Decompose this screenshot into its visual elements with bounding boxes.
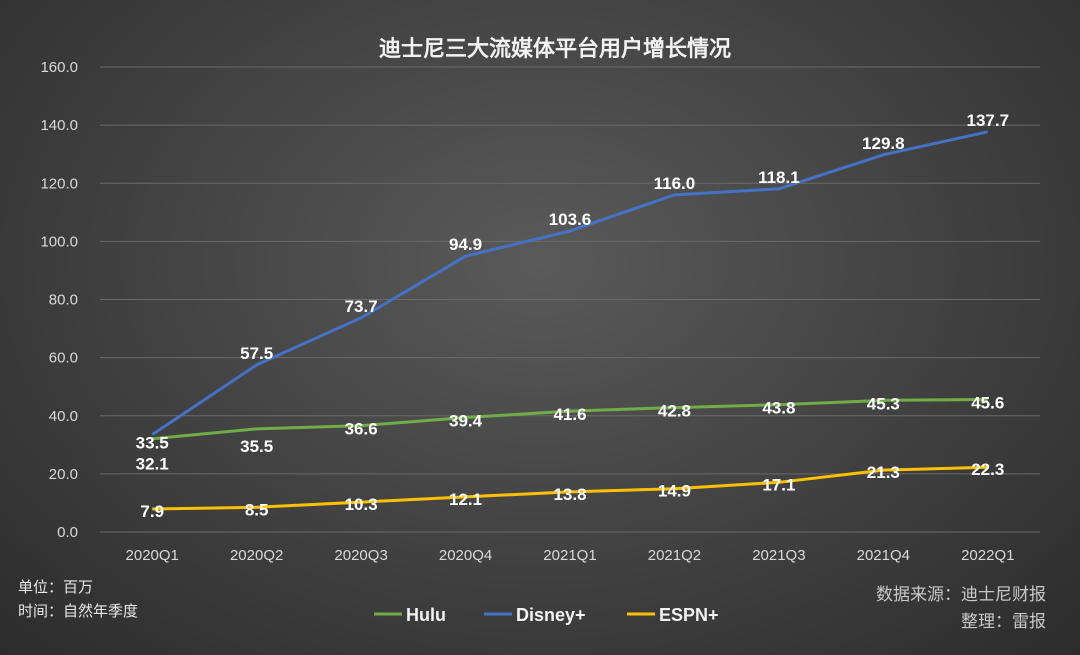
- data-label: 129.8: [862, 134, 905, 153]
- data-labels: 32.1 35.5 36.6 39.4 41.6 42.8 43.8 45.3 45.6 33.5…: [136, 111, 1009, 521]
- data-label: 17.1: [762, 475, 795, 494]
- legend-label: Disney+: [516, 605, 586, 625]
- y-tick-label: 40.0: [49, 408, 78, 425]
- x-tick-label: 2022Q1: [961, 547, 1014, 564]
- data-label: 8.5: [245, 500, 269, 519]
- x-tick-label: 2020Q4: [439, 547, 492, 564]
- legend-label: ESPN+: [659, 605, 719, 625]
- series-line-hulu: [152, 397, 988, 441]
- x-tick-label: 2020Q3: [334, 547, 387, 564]
- unit-note: 单位：百万: [18, 578, 93, 596]
- data-label: 103.6: [549, 210, 592, 229]
- series-line-disney: [151, 130, 989, 436]
- legend-label: Hulu: [406, 605, 446, 625]
- data-label: 21.3: [867, 463, 900, 482]
- data-label: 116.0: [654, 174, 696, 193]
- data-label: 10.3: [345, 495, 378, 514]
- x-tick-label: 2021Q4: [857, 547, 910, 564]
- data-label: 57.5: [240, 344, 273, 363]
- x-tick-label: 2021Q1: [543, 547, 596, 564]
- series-lines: [151, 130, 989, 511]
- x-tick-label: 2020Q2: [230, 547, 283, 564]
- x-axis-ticks: 2020Q1 2020Q2 2020Q3 2020Q4 2021Q1 2021Q2 2021…: [126, 547, 1015, 564]
- y-axis-ticks: 0.0 20.0 40.0 60.0 80.0 100.0 120.0 140.0 160.0: [40, 59, 78, 541]
- data-label: 36.6: [345, 420, 378, 439]
- data-label: 137.7: [967, 111, 1010, 130]
- data-label: 43.8: [762, 399, 795, 418]
- series-line-espn: [152, 465, 988, 511]
- data-label: 94.9: [449, 235, 482, 254]
- time-note: 时间：自然年季度: [18, 602, 138, 620]
- y-tick-label: 80.0: [49, 292, 78, 309]
- x-tick-label: 2020Q1: [126, 547, 179, 564]
- data-label: 33.5: [136, 434, 169, 453]
- data-source: 数据来源：迪士尼财报: [876, 585, 1046, 605]
- data-label: 41.6: [553, 405, 586, 424]
- data-label: 22.3: [971, 460, 1004, 479]
- data-label: 39.4: [449, 411, 483, 430]
- legend: Hulu Disney+ ESPN+: [374, 605, 719, 625]
- compiled-by: 整理：雷报: [961, 612, 1046, 632]
- y-tick-label: 140.0: [40, 117, 78, 134]
- y-tick-label: 60.0: [49, 350, 78, 367]
- x-tick-label: 2021Q3: [752, 547, 805, 564]
- data-label: 14.9: [658, 482, 691, 501]
- y-tick-label: 100.0: [40, 233, 78, 250]
- data-label: 12.1: [449, 490, 482, 509]
- data-label: 118.1: [758, 168, 800, 187]
- y-tick-label: 120.0: [40, 175, 78, 192]
- y-tick-label: 20.0: [49, 466, 78, 483]
- data-label: 7.9: [140, 502, 164, 521]
- y-tick-label: 160.0: [40, 59, 78, 76]
- data-label: 13.8: [553, 485, 586, 504]
- gridlines: [100, 66, 1040, 533]
- data-label: 42.8: [658, 402, 691, 421]
- data-label: 32.1: [136, 455, 169, 474]
- y-tick-label: 0.0: [57, 524, 78, 541]
- data-label: 35.5: [240, 437, 273, 456]
- data-label: 73.7: [345, 297, 378, 316]
- data-label: 45.3: [867, 394, 900, 413]
- x-tick-label: 2021Q2: [648, 547, 701, 564]
- chart-title: 迪士尼三大流媒体平台用户增长情况: [379, 36, 731, 62]
- data-label: 45.6: [971, 393, 1004, 412]
